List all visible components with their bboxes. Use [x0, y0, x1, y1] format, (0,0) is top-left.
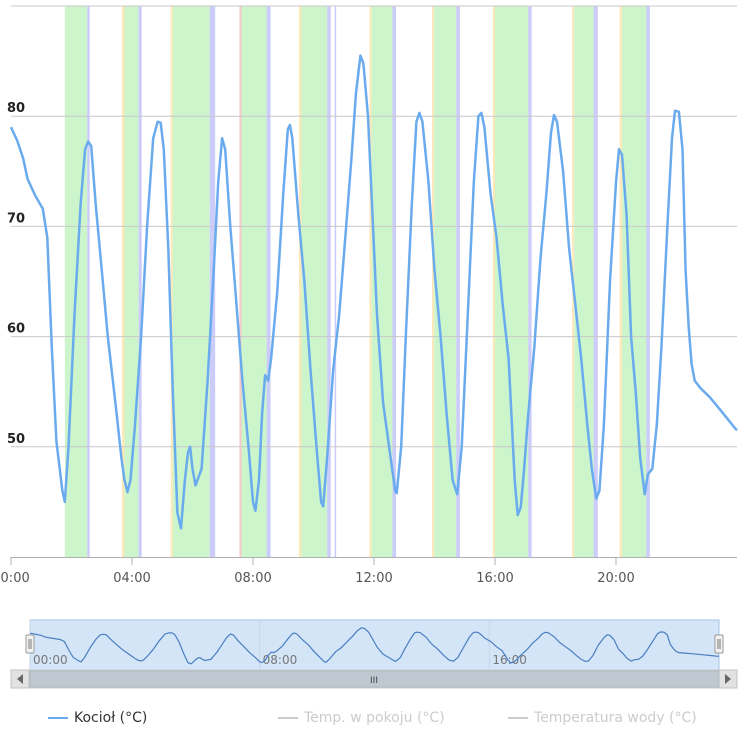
- band-yellow: [170, 6, 173, 557]
- scrollbar[interactable]: III: [10, 669, 738, 689]
- navigator-tick-label: 16:00: [492, 653, 527, 667]
- navigator[interactable]: 00:00 08:00 16:00 III: [10, 619, 738, 689]
- arrow-left-icon: [17, 674, 23, 684]
- band-purple: [327, 6, 331, 557]
- band-yellow: [432, 6, 435, 557]
- legend: Kocioł (°C) Temp. w pokoju (°C) Temperatur…: [0, 708, 750, 732]
- navigator-handle-left[interactable]: [25, 634, 35, 654]
- x-tick-label: 04:00: [113, 571, 150, 586]
- x-tick-label: 08:00: [234, 571, 271, 586]
- band-purple: [392, 6, 397, 557]
- y-axis-labels: 50 60 70 80: [7, 101, 25, 447]
- band-purple: [456, 6, 460, 557]
- band-green: [371, 6, 393, 557]
- y-tick-label: 80: [7, 101, 25, 116]
- x-tick-label: 16:00: [476, 571, 513, 586]
- legend-swatch: [278, 717, 298, 719]
- band-green: [574, 6, 594, 557]
- time-bands: [64, 6, 650, 557]
- band-yellow: [369, 6, 372, 557]
- navigator-tick-label: 08:00: [263, 653, 298, 667]
- legend-label: Temperatura wody (°C): [534, 710, 697, 726]
- scrollbar-thumb[interactable]: [29, 670, 720, 688]
- y-tick-label: 70: [7, 211, 25, 226]
- navigator-handle-right[interactable]: [714, 634, 724, 654]
- y-tick-label: 50: [7, 432, 25, 447]
- legend-label: Kocioł (°C): [74, 710, 148, 726]
- legend-label: Temp. w pokoju (°C): [304, 710, 445, 726]
- band-green: [301, 6, 328, 557]
- x-tick-label: 00:00: [0, 571, 30, 586]
- band-purple: [266, 6, 271, 557]
- navigator-series-line: [29, 627, 720, 665]
- y-tick-label: 60: [7, 322, 25, 337]
- series-lines: [9, 54, 738, 530]
- legend-swatch: [48, 717, 68, 719]
- band-red: [239, 6, 242, 557]
- scrollbar-grip: III: [370, 676, 378, 686]
- band-green: [172, 6, 210, 557]
- band-yellow: [122, 6, 125, 557]
- band-yellow: [492, 6, 495, 557]
- band-purple: [334, 6, 337, 557]
- band-purple: [87, 6, 90, 557]
- band-purple: [528, 6, 532, 557]
- band-purple: [593, 6, 598, 557]
- band-green: [434, 6, 457, 557]
- x-tick-label: 20:00: [597, 571, 634, 586]
- x-tick-label: 12:00: [355, 571, 392, 586]
- navigator-tick-label: 00:00: [33, 653, 68, 667]
- legend-item-2[interactable]: Temp. w pokoju (°C): [278, 710, 445, 726]
- legend-item-1[interactable]: Kocioł (°C): [48, 710, 147, 726]
- band-yellow: [298, 6, 302, 557]
- arrow-right-icon: [725, 674, 731, 684]
- x-axis: 00:00 04:00 08:00 12:00 16:00 20:00: [0, 557, 737, 586]
- band-purple: [646, 6, 650, 557]
- band-yellow: [619, 6, 623, 557]
- navigator-selection[interactable]: [29, 619, 720, 671]
- series-line-kociol: [9, 54, 738, 530]
- band-purple: [138, 6, 142, 557]
- band-green: [241, 6, 267, 557]
- legend-swatch: [508, 717, 528, 719]
- legend-item-3[interactable]: Temperatura wody (°C): [508, 710, 697, 726]
